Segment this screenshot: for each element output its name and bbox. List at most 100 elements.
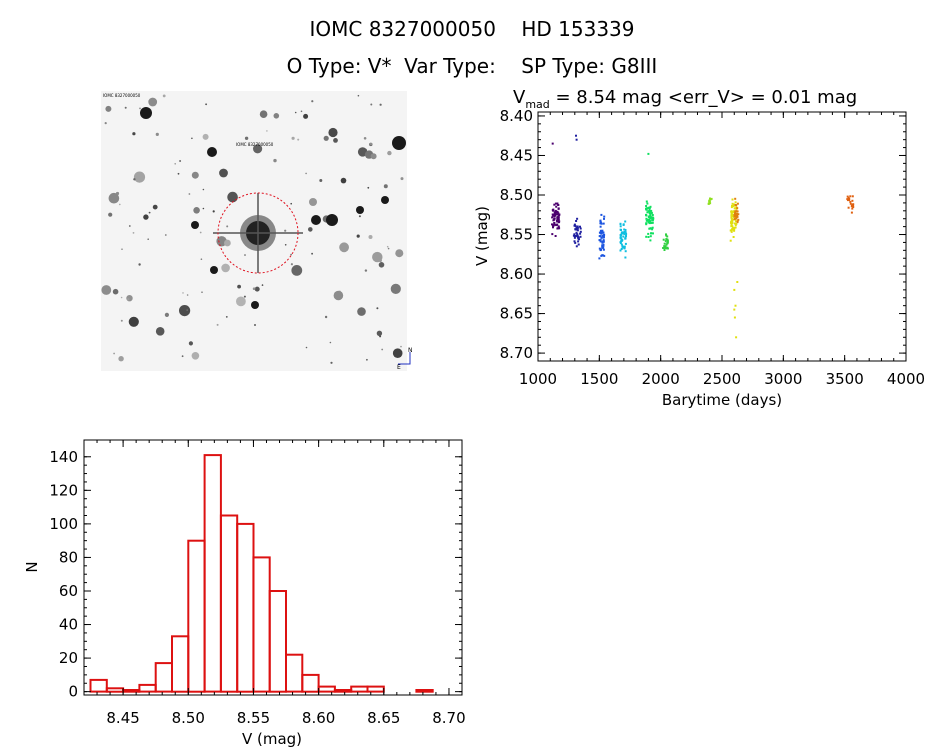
light-curve-point [736,210,739,213]
background-star [294,111,297,114]
histogram-ytick-label: 40 [59,616,78,634]
background-star [309,198,317,206]
light-curve-point [602,243,605,246]
light-curve-point [554,211,556,214]
light-curve-point [732,236,735,238]
light-curve-point [707,202,710,205]
background-star [329,341,332,344]
light-curve-point [648,221,651,224]
light-curve-point [556,202,559,205]
bright-star [140,107,152,119]
histogram-bar [89,678,108,693]
background-star [148,211,151,214]
light-curve-point [731,222,734,224]
light-curve-point [731,204,733,207]
light-curve-point [649,239,652,242]
light-curve-point [555,205,558,208]
light-curve-point [601,241,604,244]
light-curve-point [624,250,627,253]
light-curve-point [651,214,654,216]
background-star [339,242,349,253]
background-star [205,103,208,106]
histogram-bar [203,454,222,693]
light-curve-point [734,210,737,213]
light-curve-point [576,229,579,232]
background-star [177,172,180,175]
light-curve-point [599,225,602,228]
light-curve-point [648,219,651,222]
light-curve-ytick-label: 8.55 [500,226,533,244]
light-curve-point [733,222,736,225]
light-curve-point [665,233,667,236]
background-star [244,254,246,256]
light-curve-point [602,231,605,234]
light-curve-point [557,212,560,215]
light-curve-point [620,229,622,231]
light-curve-point [730,225,733,228]
background-star [174,163,176,165]
light-curve-point [624,220,627,223]
light-curve-point [619,225,622,228]
compass-arrows [398,352,411,365]
background-star [191,137,193,140]
background-star [193,207,200,214]
light-curve-point [735,204,738,207]
background-star [133,178,136,181]
light-curve-point [730,223,733,226]
light-curve-xlabel: Barytime (days) [662,391,782,409]
light-curve-point [624,256,627,259]
light-curve-point [554,213,557,216]
light-curve-point [576,234,579,237]
light-curve-ytick-label: 8.45 [500,146,533,164]
light-curve-point [553,222,556,224]
histogram-ytick-label: 60 [59,582,78,600]
background-star [376,307,379,310]
bright-star [392,136,406,150]
light-curve-point [579,225,581,228]
histogram-ytick-label: 80 [59,548,78,566]
light-curve-point [620,248,623,250]
histogram-bar [333,689,353,693]
light-curve-point [734,304,737,307]
light-curve-point [650,232,653,235]
light-curve-point [623,245,626,248]
background-star [127,298,130,301]
light-curve-point [733,226,736,229]
background-star [181,355,184,358]
bright-star [207,147,217,157]
light-curve-point [576,233,579,236]
light-curve-point [599,229,602,232]
light-curve-xtick-label: 1500 [580,370,618,388]
light-curve-point [557,219,560,222]
background-star [291,265,303,276]
light-curve-point [730,216,733,219]
bright-star [191,221,199,229]
light-curve-point [734,226,737,229]
light-curve-point [736,202,739,205]
background-star [390,283,401,294]
light-curve-point [734,220,737,223]
bright-star [326,214,338,226]
histogram-ytick-label: 140 [49,448,78,466]
background-star [323,135,329,141]
background-star [303,113,309,119]
light-curve-point [620,239,623,242]
light-curve-point [601,246,604,249]
light-curve-point [599,249,602,252]
light-curve-point [709,198,712,201]
light-curve-point [649,205,652,208]
light-curve-point [651,226,654,229]
background-star [290,253,292,256]
light-curve-point [649,213,652,216]
light-curve-point [575,231,578,234]
light-curve-point [603,217,605,220]
background-star [386,245,389,248]
light-curve-point [645,207,648,210]
background-star [101,285,112,295]
histogram-bar [138,683,157,693]
light-curve-point [736,281,739,283]
background-star [202,207,205,210]
background-star [128,225,131,227]
histogram-bar [317,685,336,693]
light-curve-point [666,247,669,250]
